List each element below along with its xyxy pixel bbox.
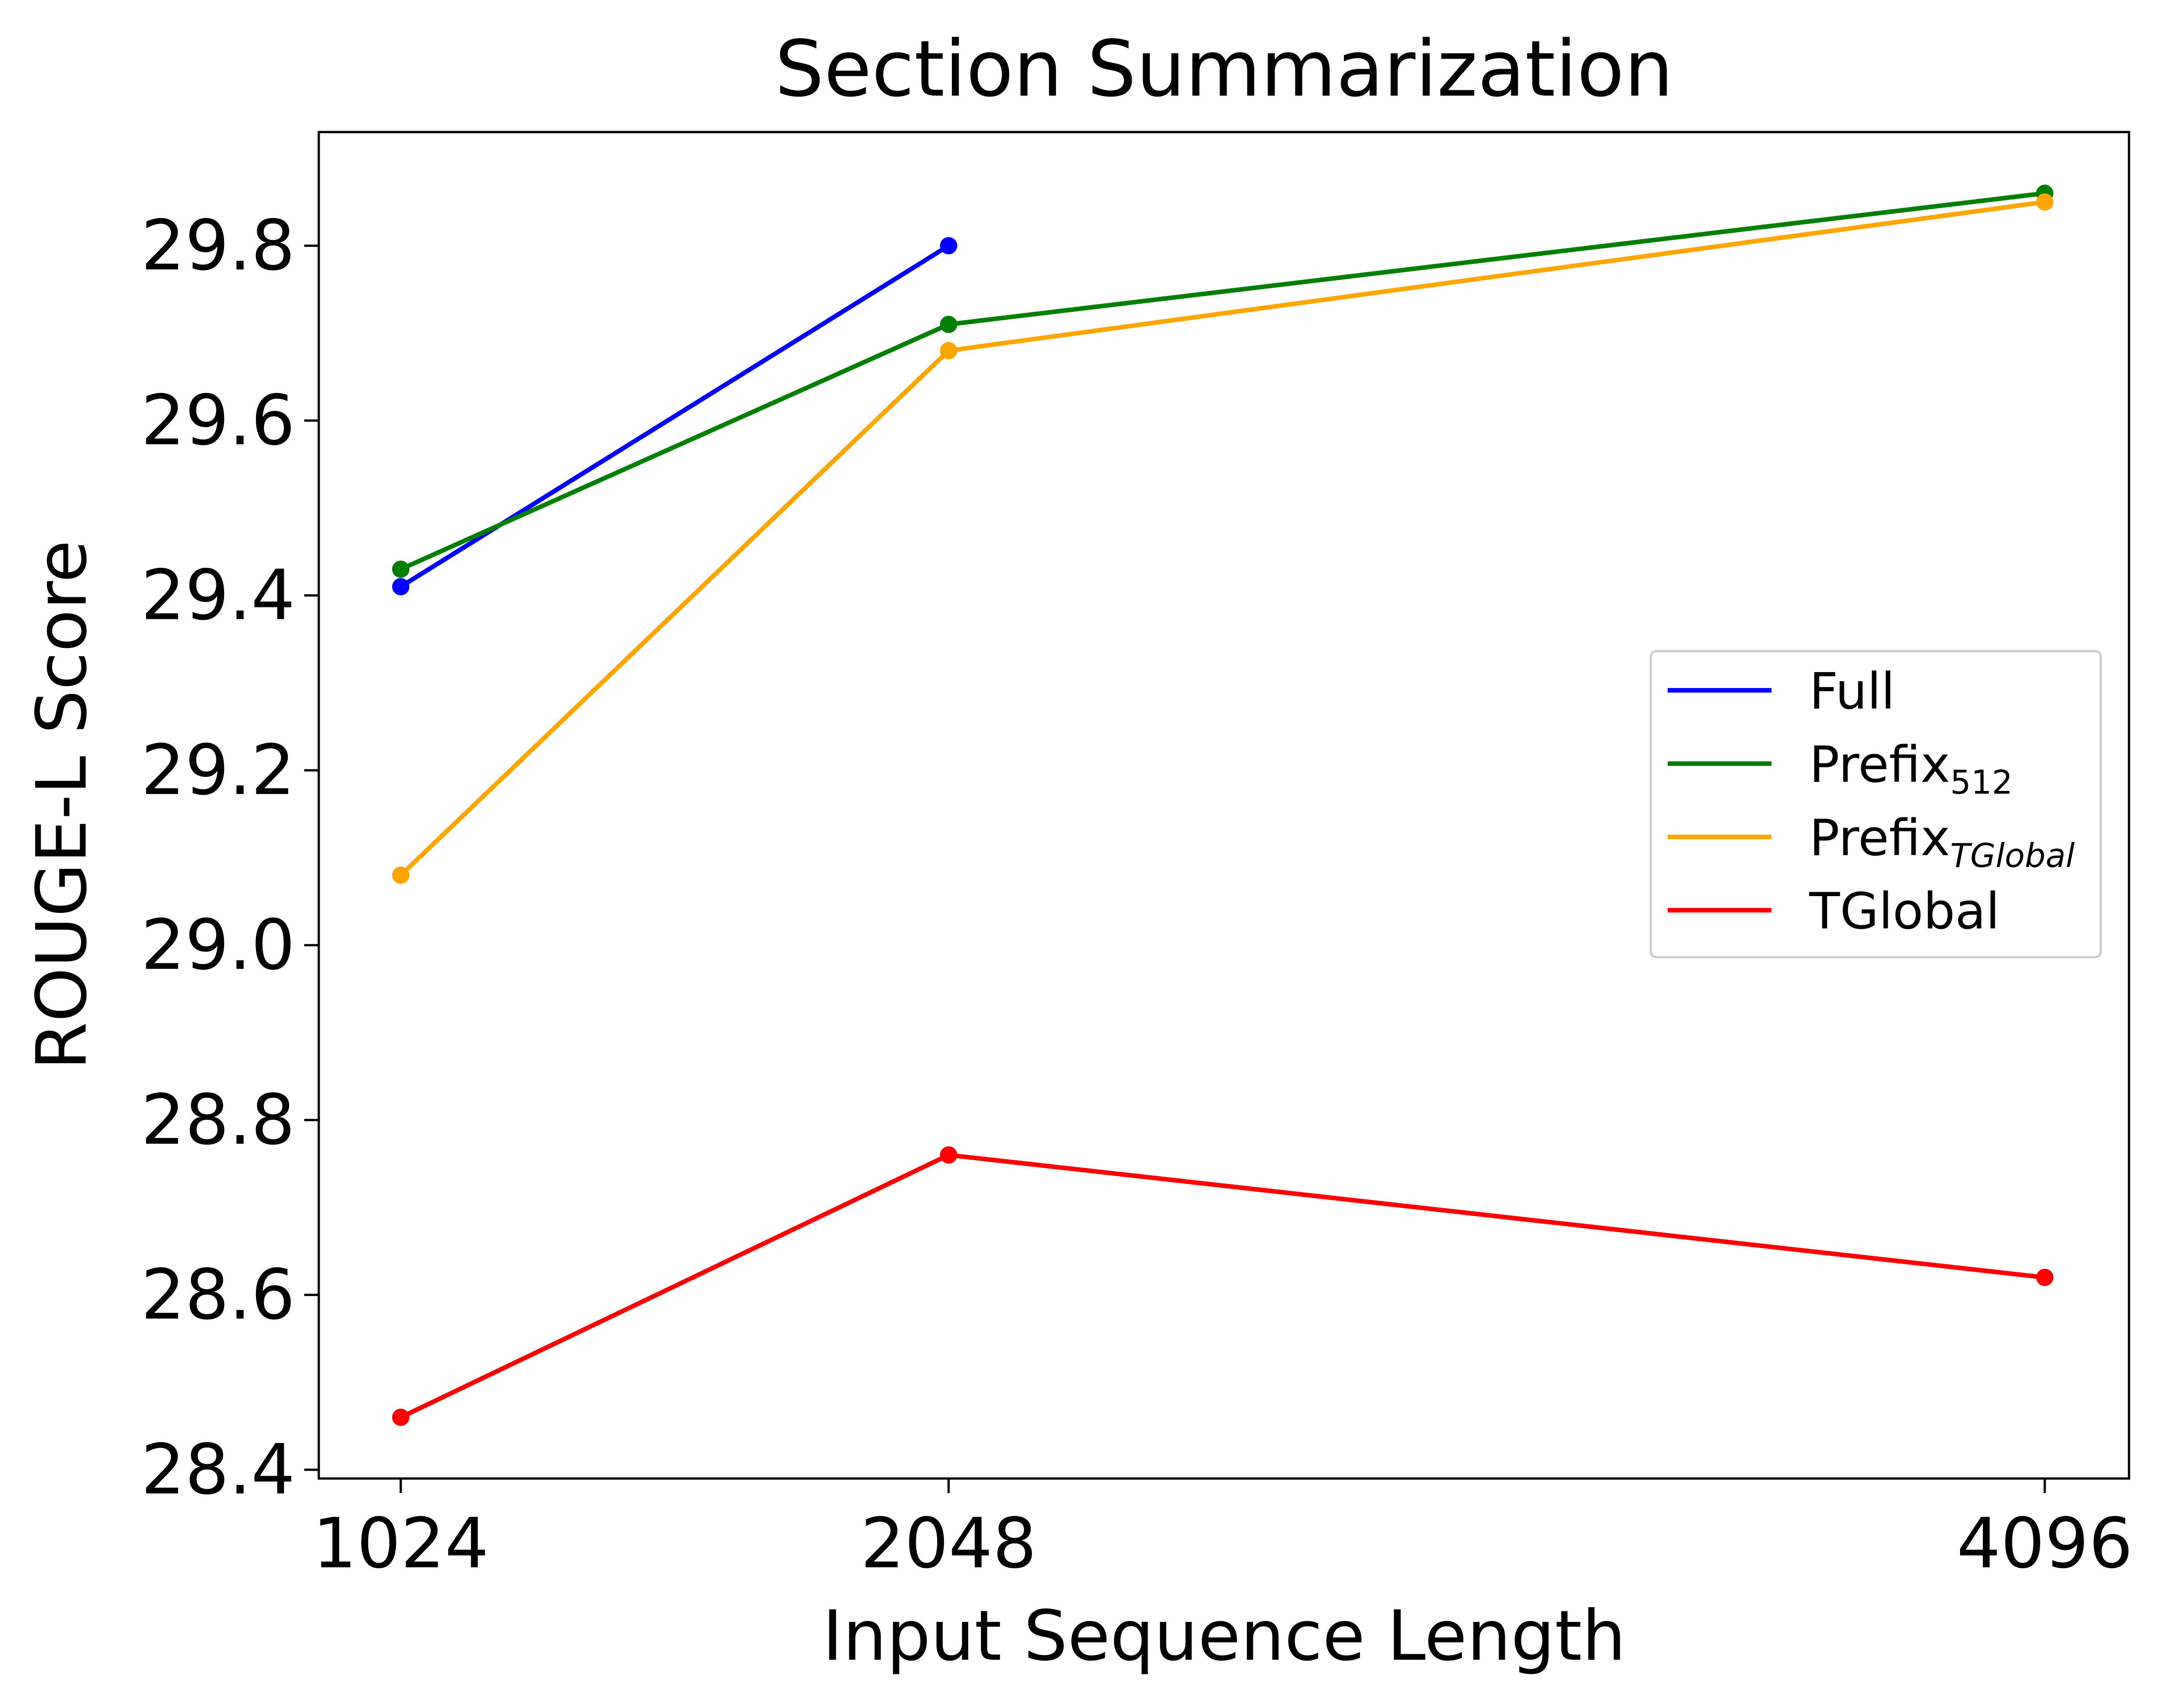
legend-label: TGlobal xyxy=(1809,882,2000,940)
legend-label-base: Full xyxy=(1809,662,1895,720)
legend-label: PrefixTGlobal xyxy=(1809,809,2075,875)
data-point-prefixtglobal xyxy=(940,342,957,360)
data-point-full xyxy=(392,578,409,596)
x-axis-label: Input Sequence Length xyxy=(822,1596,1626,1676)
x-axis: 1024 2048 4096 xyxy=(313,1479,2133,1584)
legend-label: Full xyxy=(1809,662,1895,720)
legend-item-full: Full xyxy=(1668,662,1895,720)
data-point-tglobal xyxy=(940,1146,957,1164)
chart-title: Section Summarization xyxy=(775,24,1674,114)
y-tick-label: 29.2 xyxy=(141,730,295,811)
data-point-tglobal xyxy=(392,1408,409,1426)
legend-label-subscript: TGlobal xyxy=(1950,836,2075,875)
y-tick-label: 28.8 xyxy=(141,1080,295,1160)
series-layer xyxy=(392,184,2053,1426)
x-tick-label: 2048 xyxy=(861,1503,1037,1584)
x-tick-label: 1024 xyxy=(313,1503,489,1584)
y-axis: 28.4 28.6 28.8 29.0 29.2 29.4 29.6 29.8 xyxy=(141,205,319,1510)
legend-item-tglobal: TGlobal xyxy=(1668,882,2000,940)
legend-label-base: TGlobal xyxy=(1809,882,2000,940)
y-tick-label: 29.4 xyxy=(141,555,295,636)
data-point-tglobal xyxy=(2036,1269,2053,1286)
legend-box xyxy=(1649,650,2102,959)
y-tick-label: 29.8 xyxy=(141,205,295,286)
data-point-prefixtglobal xyxy=(392,867,409,884)
legend-label-subscript: 512 xyxy=(1950,763,2012,801)
legend-label-base: Prefix xyxy=(1809,809,1950,867)
y-tick-label: 28.4 xyxy=(141,1429,295,1510)
series-prefixtglobal xyxy=(392,193,2053,884)
y-tick-label: 28.6 xyxy=(141,1254,295,1335)
data-point-full xyxy=(940,237,957,255)
legend-item-prefixtglobal: PrefixTGlobal xyxy=(1668,809,2075,875)
data-point-prefix512 xyxy=(392,561,409,578)
legend-item-prefix512: Prefix512 xyxy=(1668,735,2013,801)
x-tick-label: 4096 xyxy=(1957,1503,2133,1584)
series-tglobal xyxy=(392,1146,2053,1426)
y-tick-label: 29.0 xyxy=(141,905,295,985)
y-axis-label: ROUGE-L Score xyxy=(21,540,102,1070)
data-point-prefix512 xyxy=(940,316,957,333)
legend-label: Prefix512 xyxy=(1809,735,2013,801)
data-point-prefixtglobal xyxy=(2036,193,2053,211)
legend-label-base: Prefix xyxy=(1809,735,1950,794)
y-tick-label: 29.6 xyxy=(141,380,295,461)
